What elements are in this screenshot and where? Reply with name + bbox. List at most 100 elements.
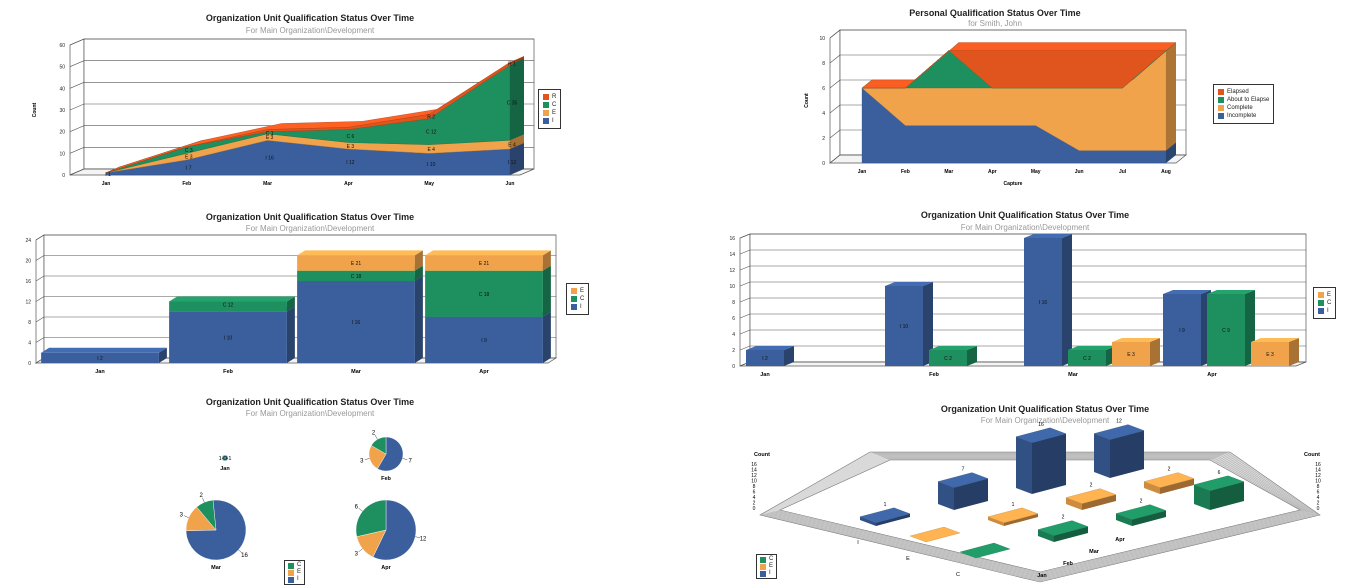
chart-plot: 0 4 8 12 16 20 24 Jan Feb Mar Apr I 2 I 10 C 12 I 16 C … [25, 234, 558, 375]
y-tick-label: 16 [25, 279, 31, 285]
pie-slice-C [355, 499, 387, 537]
pie-leader [402, 458, 408, 460]
data-label: C 2 [944, 356, 952, 362]
pie-slice-C [371, 436, 387, 455]
data-label: 16 [1038, 422, 1044, 428]
legend-item: I [543, 117, 556, 125]
bar-front-E [1004, 513, 1038, 526]
x-tick-label: Mar [263, 181, 272, 187]
data-label: 2 [1062, 515, 1065, 521]
pie-value-label: 7 [408, 458, 412, 464]
x-tick-label: May [1031, 169, 1041, 175]
y-axis-label: Count [804, 93, 810, 108]
legend-item: About to Elapse [1218, 96, 1269, 104]
bar-I [885, 286, 923, 366]
y-tick-label: 12 [729, 268, 735, 274]
y-tick-label: 30 [59, 108, 65, 114]
bar-E [987, 507, 1039, 523]
bar-side-I [414, 276, 423, 363]
bar-I [937, 472, 989, 488]
bar-E [425, 255, 543, 271]
legend-label: I [580, 304, 582, 310]
x-tick-label: Apr [988, 169, 997, 175]
x-tick-label: Jan [102, 181, 111, 187]
pie-leader [364, 458, 370, 460]
x-tick-label: Jan [760, 372, 770, 378]
bar-C [1037, 520, 1089, 536]
legend-label: E [580, 288, 585, 294]
legend-item: I [571, 303, 584, 311]
gridline [829, 29, 841, 39]
pie-leader [238, 549, 243, 554]
data-label: C 35 [507, 100, 518, 106]
legend-label: E [297, 569, 302, 575]
bar-C [959, 542, 1011, 559]
bar-front-C [1054, 526, 1088, 542]
data-label: C 9 [1222, 328, 1230, 334]
bar-side-C [414, 265, 423, 281]
data-label: I 10 [427, 162, 436, 168]
pie-charts: Organization Unit Qualification Status O… [150, 392, 470, 586]
bar-front-E [1082, 494, 1116, 510]
gridline [69, 82, 85, 89]
bar-side-I [1094, 433, 1110, 478]
bar-I [41, 352, 159, 363]
bar-side-C [1116, 513, 1132, 526]
pie-value-label: 2 [200, 493, 204, 499]
y-tick-label: 8 [822, 61, 825, 67]
chart-subtitle: For Main Organization\Development [245, 26, 375, 35]
legend-label: I [552, 118, 554, 124]
legend-label: I [297, 576, 299, 582]
x-tick-label: Jul [1119, 169, 1127, 175]
area-side-R [510, 56, 524, 65]
bar-side-I [1062, 234, 1072, 366]
chart-subtitle: for Smith, John [968, 19, 1022, 28]
bar-C [929, 350, 967, 366]
legend-swatch [288, 569, 294, 576]
legend-label: C [1327, 300, 1332, 306]
pie-value-label: 2 [372, 430, 376, 436]
legend-swatch [760, 556, 766, 563]
gridline [35, 337, 45, 343]
y-tick-label: 14 [751, 468, 757, 474]
data-label: 2 [1090, 483, 1093, 489]
y-tick-label: 8 [28, 320, 31, 326]
y-tick-label: 4 [28, 341, 31, 347]
bar-C [1068, 350, 1106, 366]
gridline [35, 255, 45, 261]
y-tick-label: 8 [753, 484, 756, 490]
bar-side-C [286, 296, 295, 312]
y-tick-label: 14 [729, 252, 735, 258]
y-tick-label: 0 [62, 173, 65, 179]
gridline [739, 329, 751, 335]
gridline [69, 60, 85, 67]
chart-subtitle: For Main Organization\Development [980, 416, 1110, 425]
y-tick-label: 0 [753, 506, 756, 512]
chart-subtitle: For Main Organization\Development [960, 223, 1090, 232]
data-label: 6 [1218, 470, 1221, 476]
x-tick-label: Feb [1063, 561, 1073, 567]
gridline [35, 275, 45, 282]
pie-value-label: 3 [355, 552, 359, 558]
legend-swatch [543, 110, 549, 116]
bar-E [297, 255, 415, 271]
legend-item: C [543, 101, 556, 109]
chart-subtitle: For Main Organization\Development [245, 224, 375, 233]
legend-swatch [760, 563, 766, 570]
legend-label: I [1327, 308, 1329, 314]
legend-item: E [571, 287, 584, 295]
pie-leader [202, 497, 205, 503]
row-label: C [956, 572, 960, 578]
bar-top-C [169, 296, 295, 302]
stacked-bar-chart: Organization Unit Qualification Status O… [0, 205, 620, 385]
data-label: I 16 [265, 156, 274, 162]
pie-value-label: 6 [355, 504, 359, 510]
data-label: C 18 [479, 292, 490, 298]
y-tick-label: 10 [1315, 479, 1321, 485]
area-side-I [510, 143, 524, 175]
y-tick-label: 0 [822, 161, 825, 167]
data-label: 1 [1012, 502, 1015, 508]
